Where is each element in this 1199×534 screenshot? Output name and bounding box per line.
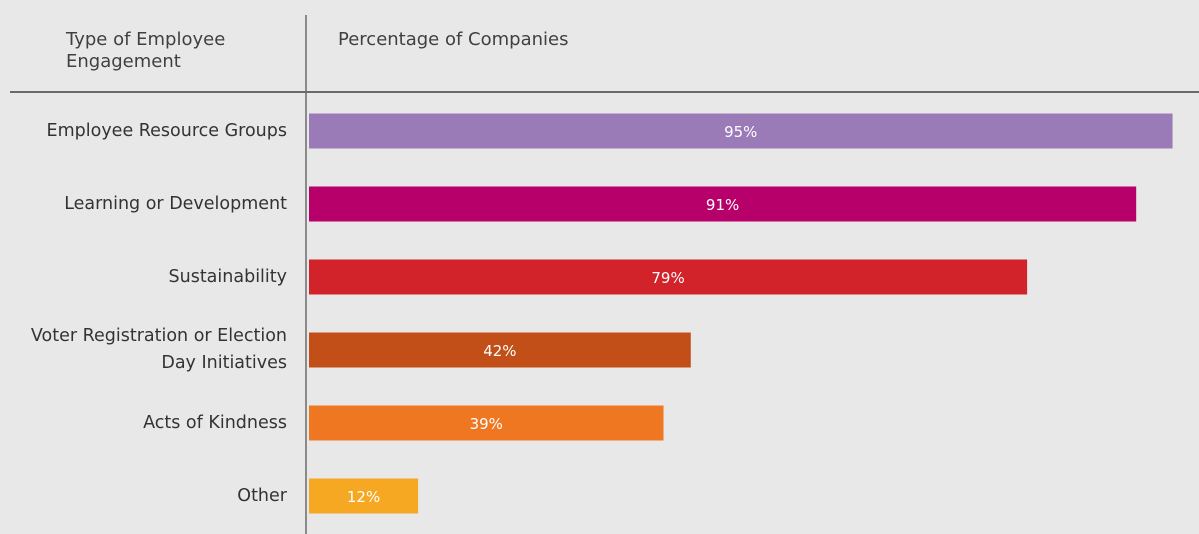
bar-value-label: 39% bbox=[470, 415, 503, 433]
category-label: Other bbox=[237, 485, 287, 506]
bar-value-label: 79% bbox=[651, 269, 684, 287]
bar-value-label: 95% bbox=[724, 123, 757, 141]
bar bbox=[309, 186, 1137, 222]
bar bbox=[309, 405, 664, 441]
bar-value-label: 91% bbox=[706, 196, 739, 214]
bar bbox=[309, 332, 691, 368]
bar-value-label: 12% bbox=[347, 488, 380, 506]
category-label: Learning or Development bbox=[64, 193, 287, 214]
bar-value-label: 42% bbox=[483, 342, 516, 360]
category-label: Sustainability bbox=[168, 266, 288, 287]
bar bbox=[309, 113, 1173, 149]
bar bbox=[309, 478, 419, 514]
value-column-header: Percentage of Companies bbox=[338, 29, 569, 50]
category-label: Acts of Kindness bbox=[143, 412, 287, 433]
category-column-header: Type of Employee Engagement bbox=[66, 29, 226, 72]
bar bbox=[309, 259, 1028, 295]
category-label: Voter Registration or Election Day Initia… bbox=[30, 326, 287, 373]
category-label: Employee Resource Groups bbox=[46, 120, 287, 141]
